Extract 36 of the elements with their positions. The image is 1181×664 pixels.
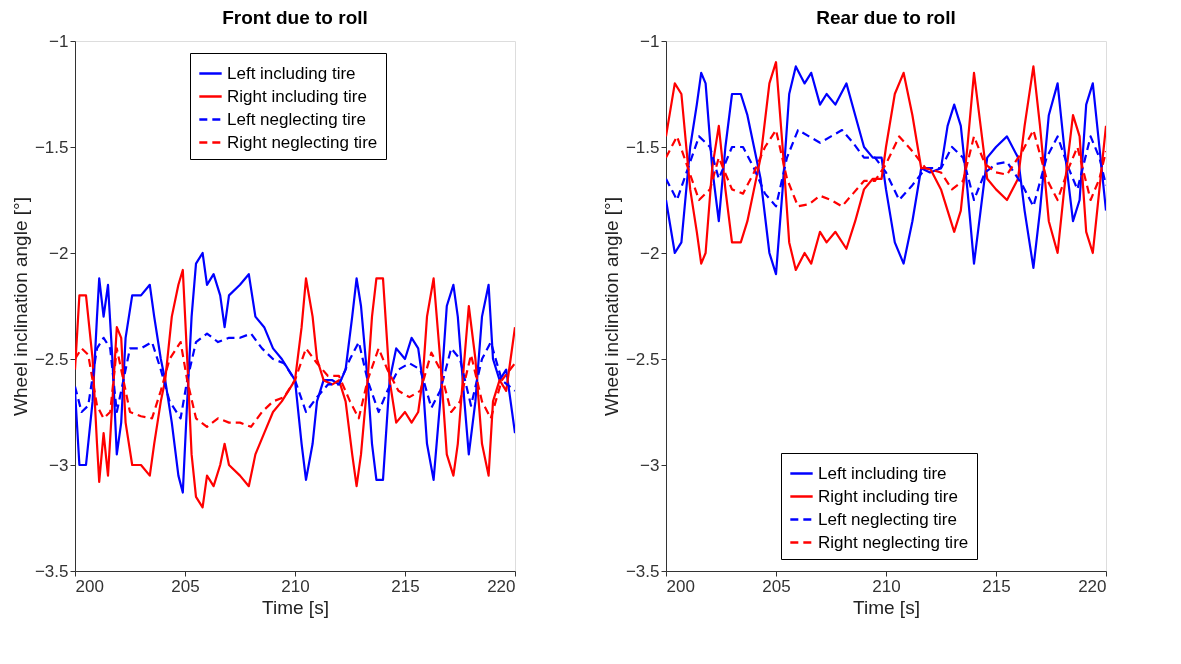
- x-tick-label: 205: [762, 576, 791, 596]
- y-tick-label: −2.5: [34, 349, 69, 369]
- y-tick-label: −2: [640, 243, 660, 263]
- x-tick-label: 210: [872, 576, 901, 596]
- x-tick-label: 210: [281, 576, 310, 596]
- y-axis-title: Wheel inclination angle [°]: [600, 197, 622, 416]
- chart-title: Rear due to roll: [816, 7, 956, 28]
- x-tick-label: 215: [982, 576, 1011, 596]
- x-axis-title: Time [s]: [853, 596, 920, 618]
- y-tick-label: −3.5: [625, 561, 660, 581]
- y-tick-label: −1: [49, 31, 69, 51]
- y-tick-label: −1: [640, 31, 660, 51]
- legend-label: Left neglecting tire: [227, 109, 366, 129]
- legend-label: Right neglecting tire: [818, 532, 969, 552]
- chart-title: Front due to roll: [222, 7, 368, 28]
- y-tick-label: −2.5: [625, 349, 660, 369]
- legend-label: Left including tire: [227, 63, 356, 83]
- y-tick-label: −2: [49, 243, 69, 263]
- legend-label: Right including tire: [227, 86, 367, 106]
- y-tick-label: −1.5: [625, 137, 660, 157]
- x-tick-label: 205: [171, 576, 200, 596]
- y-axis-title: Wheel inclination angle [°]: [9, 197, 31, 416]
- x-tick-label: 200: [666, 576, 695, 596]
- y-tick-label: −1.5: [34, 137, 69, 157]
- x-tick-label: 215: [391, 576, 420, 596]
- y-tick-label: −3.5: [34, 561, 69, 581]
- legend-label: Right neglecting tire: [227, 132, 378, 152]
- y-tick-label: −3: [49, 455, 69, 475]
- y-tick-label: −3: [640, 455, 660, 475]
- x-tick-label: 200: [75, 576, 104, 596]
- x-axis-title: Time [s]: [262, 596, 329, 618]
- x-tick-label: 220: [1078, 576, 1107, 596]
- legend-label: Left including tire: [818, 463, 947, 483]
- legend-label: Right including tire: [818, 486, 958, 506]
- x-tick-label: 220: [487, 576, 516, 596]
- legend-label: Left neglecting tire: [818, 509, 957, 529]
